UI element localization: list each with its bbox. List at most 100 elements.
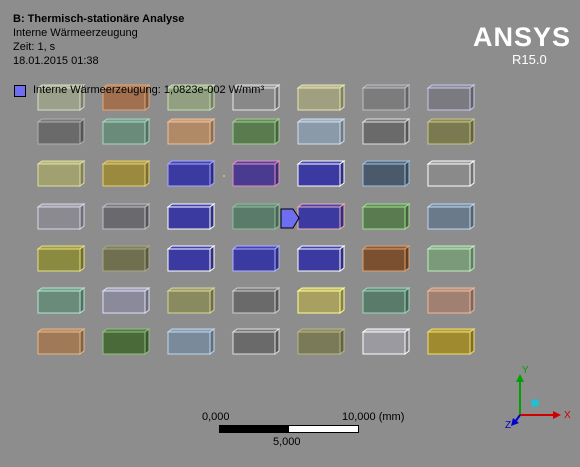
block-side-face [144, 203, 150, 230]
z-axis-label: Z [505, 420, 511, 430]
body-block[interactable] [166, 160, 216, 187]
block-side-face [469, 160, 475, 187]
body-block[interactable] [36, 203, 86, 230]
block-front-face [167, 87, 211, 111]
body-block[interactable] [361, 328, 411, 355]
body-block[interactable] [231, 160, 281, 187]
block-front-face [362, 206, 406, 230]
body-block[interactable] [231, 84, 281, 111]
block-front-face [362, 163, 406, 187]
block-side-face [404, 245, 410, 272]
body-block[interactable] [296, 203, 346, 230]
block-front-face [102, 87, 146, 111]
body-block[interactable] [361, 84, 411, 111]
block-front-face [427, 206, 471, 230]
body-block[interactable] [426, 203, 476, 230]
legend-swatch [14, 85, 26, 97]
block-side-face [469, 328, 475, 355]
body-block[interactable] [36, 160, 86, 187]
body-block[interactable] [36, 245, 86, 272]
body-block[interactable] [231, 328, 281, 355]
block-front-face [362, 87, 406, 111]
block-front-face [167, 163, 211, 187]
body-block[interactable] [296, 287, 346, 314]
body-block[interactable] [166, 118, 216, 145]
body-block[interactable] [36, 84, 86, 111]
body-block[interactable] [231, 203, 281, 230]
body-block[interactable] [426, 118, 476, 145]
block-front-face [362, 331, 406, 355]
block-front-face [427, 121, 471, 145]
block-front-face [102, 290, 146, 314]
body-block[interactable] [101, 160, 151, 187]
version-label: R15.0 [512, 52, 547, 67]
body-block[interactable] [361, 245, 411, 272]
block-front-face [362, 290, 406, 314]
block-front-face [37, 163, 81, 187]
body-block[interactable] [36, 287, 86, 314]
body-block[interactable] [296, 160, 346, 187]
block-side-face [469, 118, 475, 145]
body-block[interactable] [101, 84, 151, 111]
block-side-face [404, 84, 410, 111]
body-block[interactable] [36, 328, 86, 355]
body-block[interactable] [426, 84, 476, 111]
heat-load-marker-icon[interactable] [280, 208, 300, 229]
body-block[interactable] [426, 245, 476, 272]
body-block[interactable] [101, 203, 151, 230]
body-block[interactable] [166, 84, 216, 111]
x-axis-arrow [553, 411, 561, 419]
body-block[interactable] [296, 118, 346, 145]
body-block[interactable] [101, 245, 151, 272]
block-front-face [167, 248, 211, 272]
body-block[interactable] [296, 328, 346, 355]
block-front-face [37, 121, 81, 145]
block-front-face [232, 206, 276, 230]
body-block[interactable] [231, 287, 281, 314]
body-block[interactable] [166, 287, 216, 314]
body-block[interactable] [166, 245, 216, 272]
body-block[interactable] [361, 118, 411, 145]
block-front-face [427, 290, 471, 314]
scale-bar [219, 425, 359, 433]
body-block[interactable] [166, 203, 216, 230]
body-block[interactable] [166, 328, 216, 355]
body-block[interactable] [426, 287, 476, 314]
block-side-face [274, 203, 280, 230]
body-block[interactable] [361, 160, 411, 187]
block-side-face [404, 118, 410, 145]
body-block[interactable] [361, 203, 411, 230]
z-axis-arrow [511, 418, 519, 426]
block-side-face [274, 287, 280, 314]
block-side-face [209, 203, 215, 230]
body-block[interactable] [296, 84, 346, 111]
block-front-face [167, 121, 211, 145]
body-block[interactable] [296, 245, 346, 272]
scale-bar-segment [220, 426, 289, 432]
body-block[interactable] [361, 287, 411, 314]
block-front-face [232, 163, 276, 187]
body-block[interactable] [101, 328, 151, 355]
body-block[interactable] [231, 245, 281, 272]
block-front-face [232, 121, 276, 145]
body-block[interactable] [36, 118, 86, 145]
body-block[interactable] [101, 287, 151, 314]
body-block[interactable] [231, 118, 281, 145]
block-side-face [404, 287, 410, 314]
block-front-face [427, 163, 471, 187]
coordinate-triad[interactable]: Y X Z [505, 365, 575, 430]
block-side-face [144, 245, 150, 272]
legend-label: Interne Wärmeerzeugung: 1,0823e-002 W/mm… [33, 84, 265, 96]
block-side-face [274, 84, 280, 111]
body-block[interactable] [426, 160, 476, 187]
block-side-face [469, 84, 475, 111]
body-block[interactable] [101, 118, 151, 145]
body-block[interactable] [426, 328, 476, 355]
block-side-face [79, 245, 85, 272]
result-name: Interne Wärmeerzeugung [13, 27, 138, 39]
block-front-face [102, 121, 146, 145]
y-axis-label: Y [522, 365, 529, 376]
analysis-title: B: Thermisch-stationäre Analyse [13, 13, 185, 25]
